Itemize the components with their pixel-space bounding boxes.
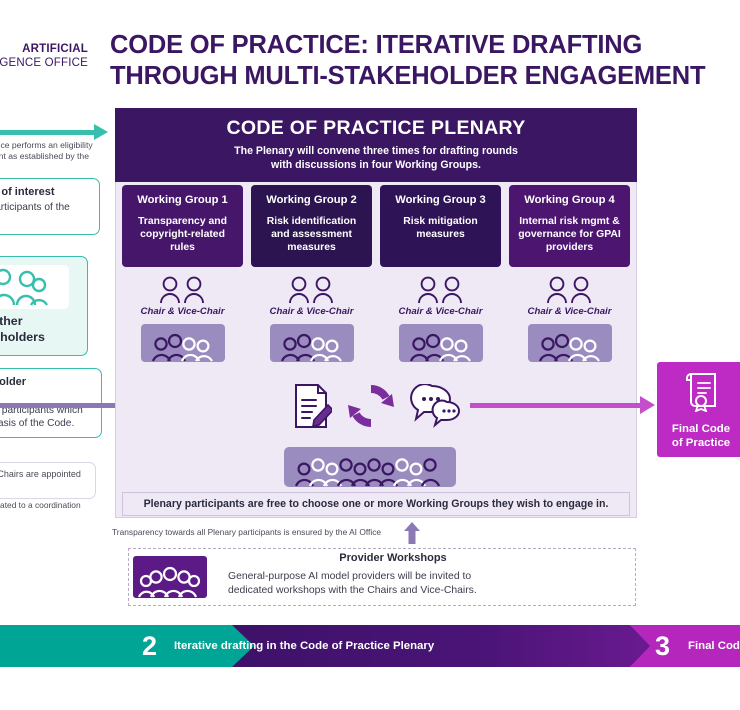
- logo-line-2: INTELLIGENCE OFFICE: [0, 57, 88, 69]
- drafting-cycle-icons: [292, 380, 462, 432]
- people-group-icon-svg: [0, 268, 49, 306]
- two-people-icon: [417, 276, 462, 304]
- wg2-description: Risk identification and assessment measu…: [266, 216, 357, 253]
- provider-workshops-panel: [128, 548, 636, 606]
- provider-workshops-body: General-purpose AI model providers will …: [228, 570, 568, 598]
- interest-card-heading: Expression of interest: [0, 186, 55, 198]
- chairs-note-text: Chairs and Vice-Chairs are appointed by …: [0, 469, 81, 479]
- certificate-icon: [686, 373, 716, 413]
- chairs-row: Chair & Vice-Chair Chair: [122, 276, 630, 372]
- people-group-icon: [151, 333, 213, 362]
- eligibility-note: The AI Office performs an eligibility as…: [0, 140, 93, 161]
- document-pencil-icon: [295, 384, 332, 428]
- circular-arrows-icon: [348, 384, 394, 428]
- pw-body-line2: dedicated workshops with the Chairs and …: [228, 585, 477, 596]
- interest-card-body: to become participants of the Plenary.: [0, 202, 70, 213]
- chair-label-4: Chair & Vice-Chair: [527, 306, 612, 317]
- stakeholders-label-line1: Other: [0, 314, 23, 328]
- two-people-icon: [159, 276, 204, 304]
- people-group-icon: [137, 566, 201, 598]
- ai-office-logo: ARTIFICIAL INTELLIGENCE OFFICE: [0, 42, 88, 70]
- coordination-note: They are designated to a coordination ro…: [0, 500, 81, 510]
- wg2-participants-box: [269, 324, 354, 362]
- ribbon-step-2-segment[interactable]: [232, 625, 652, 667]
- plenary-title: CODE OF PRACTICE PLENARY: [226, 117, 526, 139]
- step-2-label: Iterative drafting in the Code of Practi…: [174, 640, 435, 652]
- other-stakeholders-card: Other Stakeholders: [0, 256, 88, 356]
- chair-label-1: Chair & Vice-Chair: [140, 306, 225, 317]
- step-3-label: Final Code: [688, 640, 740, 652]
- consultation-card-heading: Multi-stakeholder consultation: [0, 376, 27, 401]
- working-group-1[interactable]: Working Group 1 Transparency and copyrig…: [122, 185, 243, 267]
- chair-col-3: Chair & Vice-Chair: [380, 276, 501, 372]
- wg3-name: Working Group 3: [395, 194, 486, 206]
- wg4-description: Internal risk mgmt & governance for GPAI…: [518, 216, 621, 253]
- step-2-number: 2: [142, 631, 158, 661]
- wg1-name: Working Group 1: [137, 194, 228, 206]
- chair-label-3: Chair & Vice-Chair: [398, 306, 483, 317]
- wg1-description: Transparency and copyright-related rules: [138, 216, 227, 253]
- wg2-name: Working Group 2: [266, 194, 357, 206]
- two-people-icon: [546, 276, 591, 304]
- speech-bubbles-icon: [410, 384, 460, 428]
- people-group-icon: [409, 333, 471, 362]
- final-code-line1: Final Code: [671, 423, 731, 435]
- wg4-name: Working Group 4: [524, 194, 615, 206]
- wg4-participants-box: [527, 324, 612, 362]
- consultation-card-body: Inputs from all participants which will …: [0, 405, 83, 429]
- logo-line-1: ARTIFICIAL: [22, 43, 88, 55]
- working-group-4[interactable]: Working Group 4 Internal risk mgmt & gov…: [509, 185, 630, 267]
- working-group-3[interactable]: Working Group 3 Risk mitigation measures: [380, 185, 501, 267]
- steps-ribbon: 2 Iterative drafting in the Code of Prac…: [0, 625, 740, 667]
- people-group-icon: [538, 333, 600, 362]
- chair-col-4: Chair & Vice-Chair: [509, 276, 630, 372]
- chair-col-1: Chair & Vice-Chair: [122, 276, 243, 372]
- final-code-line2: of Practice: [671, 436, 731, 449]
- plenary-header: CODE OF PRACTICE PLENARY The Plenary wil…: [115, 108, 637, 182]
- ribbon-step-1-segment[interactable]: [0, 625, 260, 667]
- final-code-of-practice-box[interactable]: Final Code of Practice: [657, 362, 740, 457]
- wg3-description: Risk mitigation measures: [403, 216, 478, 240]
- crowd-icon: [294, 458, 441, 487]
- plenary-crowd-box: [284, 447, 456, 487]
- page-title: CODE OF PRACTICE: ITERATIVE DRAFTING THR…: [110, 31, 706, 90]
- chairs-appointment-note: Chairs and Vice-Chairs are appointed by …: [0, 462, 96, 499]
- people-group-icon: [280, 333, 342, 362]
- working-groups-row: Working Group 1 Transparency and copyrig…: [122, 185, 630, 267]
- wg1-participants-box: [140, 324, 225, 362]
- step-3-number: 3: [655, 631, 671, 661]
- stakeholders-label-line2: Stakeholders: [0, 330, 45, 344]
- two-people-icon: [288, 276, 333, 304]
- people-group-icon: [0, 265, 69, 309]
- chair-label-2: Chair & Vice-Chair: [269, 306, 354, 317]
- working-group-2[interactable]: Working Group 2 Risk identification and …: [251, 185, 372, 267]
- pw-body-line1: General-purpose AI model providers will …: [228, 571, 472, 582]
- chair-col-2: Chair & Vice-Chair: [251, 276, 372, 372]
- provider-workshops-icon-box: [133, 556, 207, 598]
- plenary-subtitle-line1: The Plenary will convene three times for…: [234, 145, 518, 157]
- expression-of-interest-card: Expression of interest to become partici…: [0, 178, 100, 235]
- up-arrow-icon: [404, 522, 420, 544]
- choose-working-groups-note: Plenary participants are free to choose …: [122, 492, 630, 516]
- wg3-participants-box: [398, 324, 483, 362]
- transparency-note: Transparency towards all Plenary partici…: [112, 527, 382, 537]
- plenary-subtitle-line2: with discussions in four Working Groups.: [271, 158, 481, 171]
- provider-workshops-title: Provider Workshops: [339, 552, 447, 564]
